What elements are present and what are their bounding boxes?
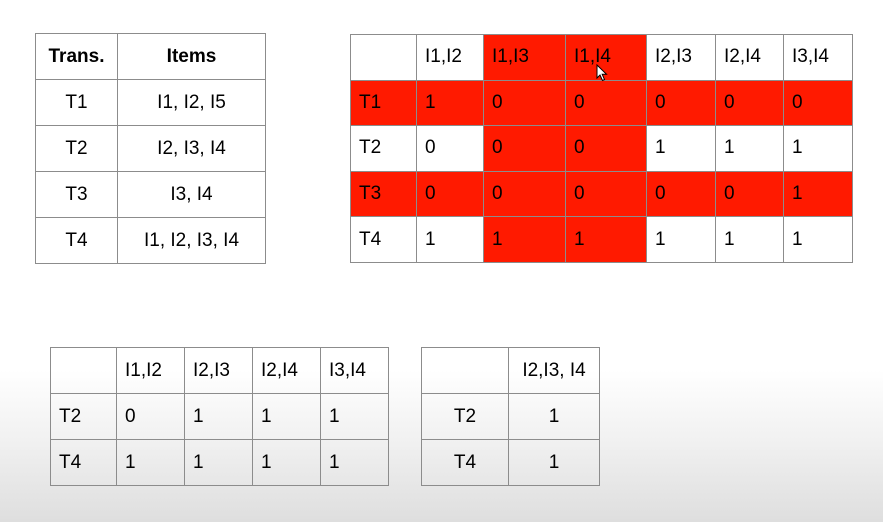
table-cell: 1 [116,439,185,486]
table-row: T2 0 1 1 1 [50,393,389,440]
table-cell: 1 [252,439,321,486]
table-row: T2 1 [421,393,600,440]
row-label: T3 [350,170,417,218]
header-col: I1,I3 [483,34,566,81]
table-cell: 1 [646,125,716,172]
table-header-row: Trans. Items [35,33,266,80]
table-cell: 0 [416,170,484,218]
table-cell: 1 [646,216,716,263]
row-label: T2 [350,125,417,172]
cell-trans: T2 [35,125,118,172]
table-row: T4 1 1 1 1 [50,439,389,486]
table-row: T2 0 0 0 1 1 1 [350,125,853,172]
row-label: T1 [350,79,417,127]
header-corner [50,347,117,394]
frequent-pairs-table: I1,I2 I2,I3 I2,I4 I3,I4 T2 0 1 1 1 T4 1 … [50,347,389,486]
table-header-row: I2,I3, I4 [421,347,600,394]
table-cell: 0 [715,79,784,127]
table-cell: 1 [184,439,253,486]
table-cell: 0 [646,79,716,127]
table-cell: 0 [483,79,566,127]
table-cell: 1 [715,216,784,263]
table-cell: 0 [715,170,784,218]
row-label: T4 [50,439,117,486]
cell-items: I2, I3, I4 [117,125,266,172]
header-col: I2,I4 [252,347,321,394]
table-cell: 1 [416,79,484,127]
table-cell: 0 [565,170,647,218]
table-cell: 0 [116,393,185,440]
header-col: I2,I3 [184,347,253,394]
table-row: T3 0 0 0 0 0 1 [350,170,853,218]
header-col: I3,I4 [320,347,389,394]
header-col: I1,I2 [416,34,484,81]
header-col: I3,I4 [783,34,853,81]
table-row: T2 I2, I3, I4 [35,125,266,172]
table-cell: 0 [565,79,647,127]
header-corner [350,34,417,81]
header-corner [421,347,509,394]
header-col: I2,I4 [715,34,784,81]
cell-trans: T1 [35,79,118,126]
row-label: T4 [421,439,509,486]
cell-trans: T3 [35,171,118,218]
table-cell: 1 [184,393,253,440]
row-label: T4 [350,216,417,263]
table-cell: 1 [416,216,484,263]
table-cell: 0 [646,170,716,218]
table-cell: 0 [565,125,647,172]
table-cell: 1 [320,393,389,440]
cell-items: I1, I2, I3, I4 [117,217,266,264]
table-row: T1 1 0 0 0 0 0 [350,79,853,127]
table-cell: 0 [416,125,484,172]
header-items: Items [117,33,266,80]
table-cell: 1 [252,393,321,440]
table-cell: 1 [320,439,389,486]
cell-trans: T4 [35,217,118,264]
table-cell: 1 [715,125,784,172]
header-trans: Trans. [35,33,118,80]
frequent-triple-table: I2,I3, I4 T2 1 T4 1 [421,347,600,486]
table-cell: 1 [783,170,853,218]
table-row: T1 I1, I2, I5 [35,79,266,126]
table-cell: 0 [783,79,853,127]
table-cell: 1 [783,125,853,172]
row-label: T2 [50,393,117,440]
table-header-row: I1,I2 I1,I3 I1,I4 I2,I3 I2,I4 I3,I4 [350,34,853,81]
table-cell: 1 [483,216,566,263]
mouse-pointer-icon [596,64,608,82]
pair-matrix-table: I1,I2 I1,I3 I1,I4 I2,I3 I2,I4 I3,I4 T1 1… [350,34,853,263]
cell-items: I3, I4 [117,171,266,218]
table-cell: 0 [483,125,566,172]
table-row: T4 1 1 1 1 1 1 [350,216,853,263]
table-cell: 1 [783,216,853,263]
row-label: T2 [421,393,509,440]
table-header-row: I1,I2 I2,I3 I2,I4 I3,I4 [50,347,389,394]
header-col: I1,I2 [116,347,185,394]
table-cell: 1 [508,439,600,486]
header-col: I2,I3, I4 [508,347,600,394]
table-cell: 1 [508,393,600,440]
transactions-table: Trans. Items T1 I1, I2, I5 T2 I2, I3, I4… [35,33,266,264]
table-row: T4 1 [421,439,600,486]
table-cell: 0 [483,170,566,218]
cell-items: I1, I2, I5 [117,79,266,126]
table-cell: 1 [565,216,647,263]
table-row: T3 I3, I4 [35,171,266,218]
table-row: T4 I1, I2, I3, I4 [35,217,266,264]
header-col: I2,I3 [646,34,716,81]
